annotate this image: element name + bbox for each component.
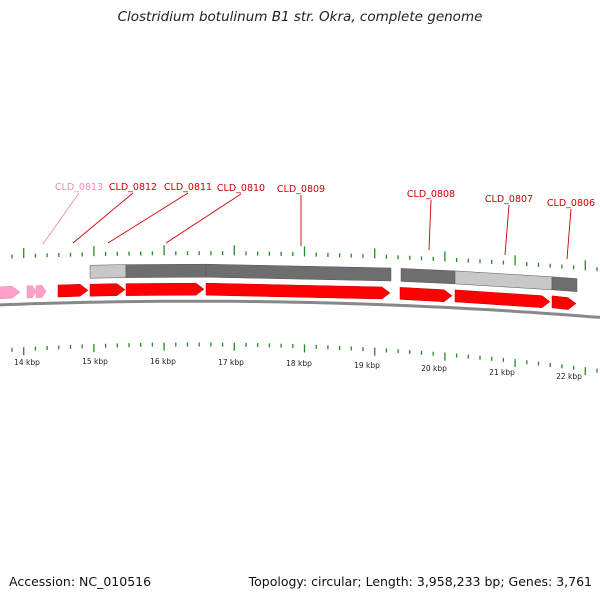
feature-segment-4 [400, 268, 456, 285]
feature-segment-3 [205, 263, 392, 282]
gene-arrow-4 [57, 284, 89, 298]
leader-line [165, 193, 242, 244]
kbp-label: 18 kbp [286, 359, 312, 368]
kbp-label: 20 kbp [421, 364, 447, 373]
gene-label: CLD_0812 [109, 182, 157, 193]
gene-label: CLD_0813 [55, 182, 103, 193]
gene-arrow-9 [454, 289, 551, 308]
gene-arrow-10 [551, 295, 577, 310]
kbp-label: 21 kbp [489, 368, 515, 377]
accession-text: Accession: NC_010516 [9, 574, 152, 589]
leader-line [107, 192, 189, 244]
leader-line [72, 192, 134, 244]
gene-arrow-6 [125, 282, 205, 296]
map-title: Clostridium botulinum B1 str. Okra, comp… [117, 9, 483, 25]
gene-arrow-7 [205, 282, 391, 300]
feature-segment-1 [89, 264, 127, 279]
feature-track [89, 263, 578, 292]
kbp-label: 16 kbp [150, 357, 176, 366]
gene-arrow-2 [26, 285, 37, 299]
gene-labels: CLD_0813 CLD_0812 CLD_0811 CLD_0810 CLD_0809… [42, 182, 595, 260]
genome-stats-text: Topology: circular; Length: 3,958,233 bp… [248, 574, 592, 589]
tick-marks [11, 245, 598, 376]
leader-line [504, 204, 510, 256]
kbp-label: 15 kbp [82, 357, 108, 366]
backbone [0, 299, 600, 319]
gene-arrow-5 [89, 283, 126, 297]
gene-label: CLD_0811 [164, 182, 212, 193]
feature-segment-2 [125, 263, 207, 278]
kbp-scale: 14 kbp 15 kbp 16 kbp 17 kbp 18 kbp 19 kbp 20 k… [14, 357, 582, 381]
gene-track [0, 282, 577, 310]
gene-arrow-3 [35, 285, 47, 298]
kbp-label: 14 kbp [14, 358, 40, 367]
kbp-label: 17 kbp [218, 358, 244, 367]
gene-label: CLD_0807 [485, 194, 533, 205]
leader-line [566, 208, 572, 260]
leader-line [428, 199, 432, 251]
backbone-arc [0, 299, 600, 319]
gene-arrow-1 [0, 285, 21, 300]
kbp-label: 22 kbp [556, 372, 582, 381]
feature-segment-6 [551, 276, 578, 292]
leader-line [42, 192, 80, 245]
gene-label: CLD_0809 [277, 184, 325, 195]
gene-label: CLD_0806 [547, 198, 595, 209]
gene-arrow-8 [399, 287, 453, 302]
gene-label: CLD_0810 [217, 183, 265, 194]
kbp-label: 19 kbp [354, 361, 380, 370]
feature-segment-5 [454, 270, 553, 291]
gene-label: CLD_0808 [407, 189, 455, 200]
